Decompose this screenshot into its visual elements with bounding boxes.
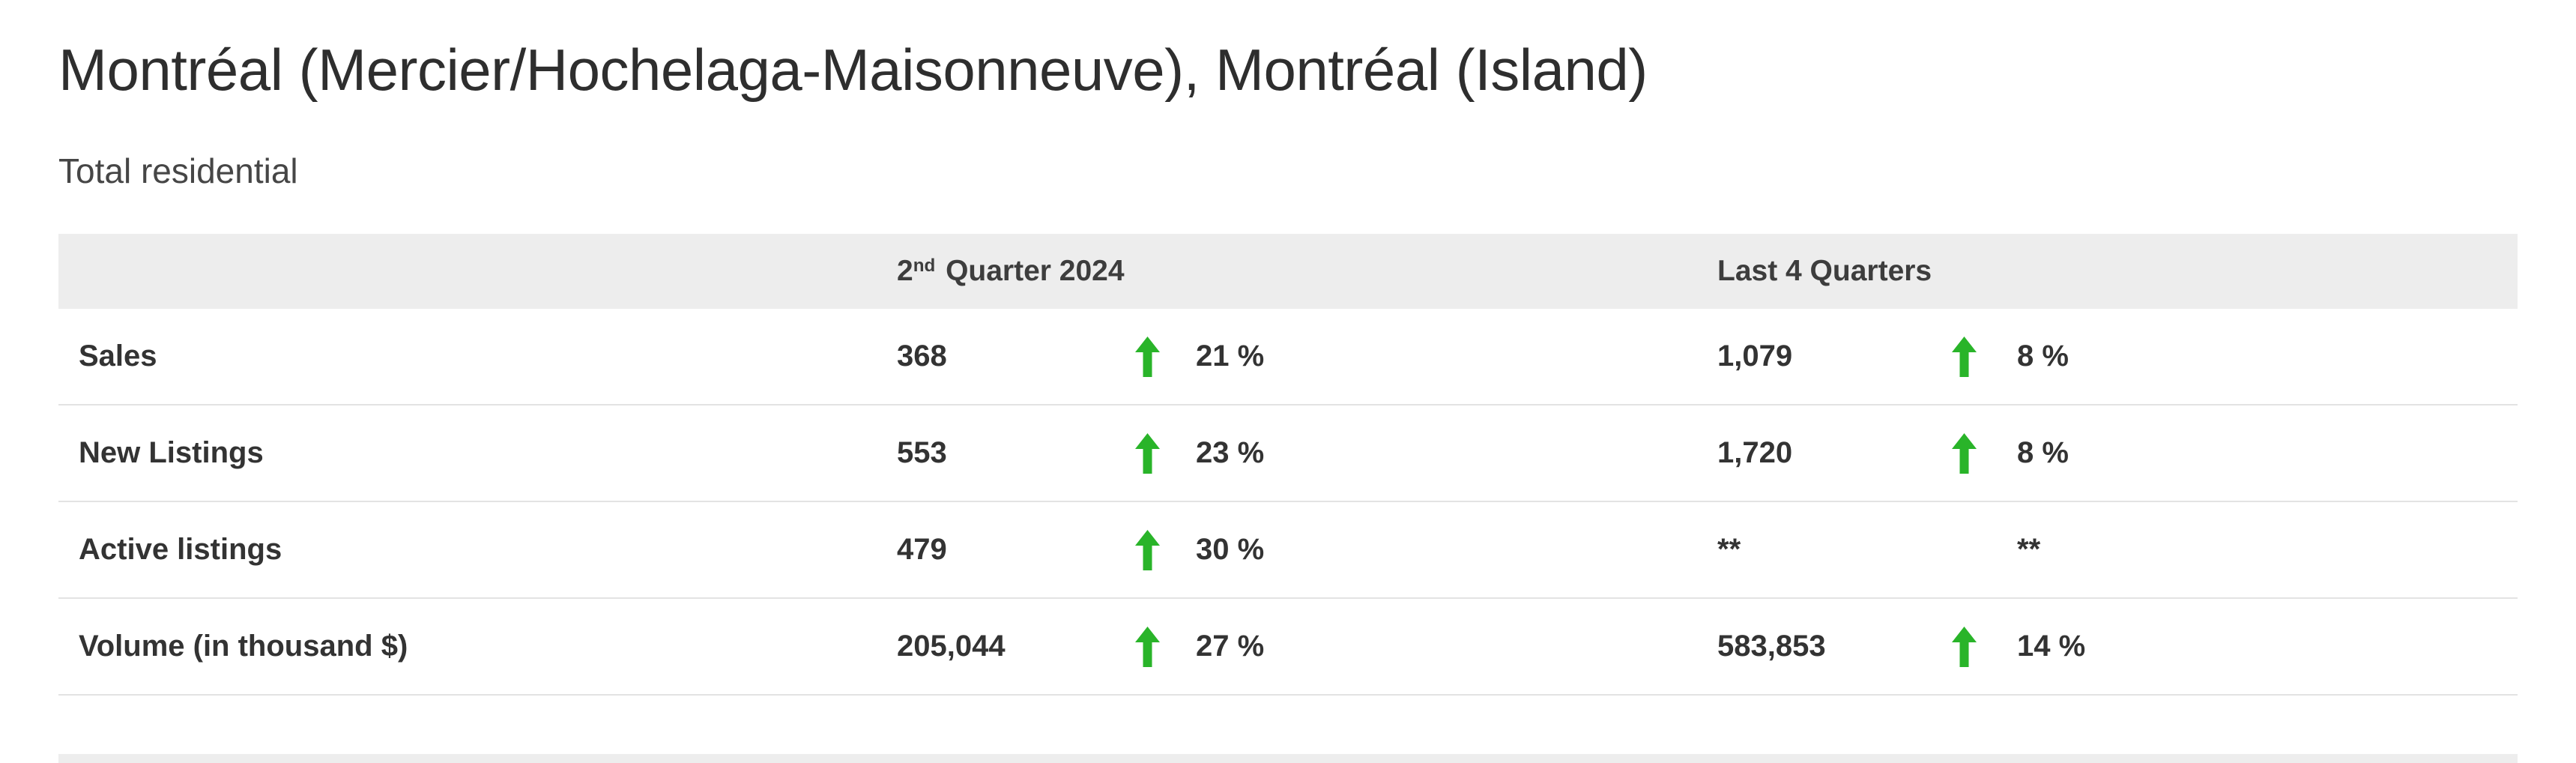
l4-change-pct: 8 % [2017, 340, 2069, 373]
q2-trend-up-icon [1135, 626, 1196, 667]
l4-trend-up-icon [1952, 626, 2017, 667]
q2-change-pct: 23 % [1196, 436, 1265, 469]
q2-change-pct: 30 % [1196, 533, 1265, 566]
header-q2-base: 2 [897, 255, 913, 287]
q2-value: 553 [897, 436, 947, 469]
table-row-sales: Sales 368 21 % 1,079 8 % [58, 309, 2518, 405]
q2-value: 479 [897, 533, 947, 566]
q2-change-pct: 21 % [1196, 340, 1265, 373]
l4-value: 1,720 [1717, 436, 1793, 469]
row-label: Sales [79, 340, 157, 373]
q2-change-pct: 27 % [1196, 630, 1265, 663]
l4-trend-up-icon [1952, 336, 2017, 377]
stats-table: 2nd Quarter 2024 Last 4 Quarters Sales 3… [58, 234, 2518, 696]
l4-change-pct: ** [2017, 533, 2041, 566]
report-page: Montréal (Mercier/Hochelaga-Maisonneuve)… [0, 34, 2576, 696]
page-title: Montréal (Mercier/Hochelaga-Maisonneuve)… [58, 37, 1648, 103]
section-subtitle: Total residential [58, 151, 298, 190]
table-row-active-listings: Active listings 479 30 % ** ** [58, 502, 2518, 599]
row-label: Volume (in thousand $) [79, 630, 408, 663]
l4-value: 583,853 [1717, 630, 1826, 663]
table-row-new-listings: New Listings 553 23 % 1,720 8 % [58, 405, 2518, 502]
row-label: New Listings [79, 436, 264, 469]
q2-trend-up-icon [1135, 432, 1196, 474]
column-header-q2-2024: 2nd Quarter 2024 [897, 255, 1717, 288]
next-table-header-partial [58, 754, 2518, 763]
table-header-row: 2nd Quarter 2024 Last 4 Quarters [58, 234, 2518, 309]
header-q2-rest: Quarter 2024 [937, 255, 1125, 287]
table-row-volume: Volume (in thousand $) 205,044 27 % 583,… [58, 599, 2518, 696]
l4-trend-up-icon [1952, 432, 2017, 474]
q2-trend-up-icon [1135, 336, 1196, 377]
q2-trend-up-icon [1135, 529, 1196, 570]
l4-value: ** [1717, 533, 1741, 566]
q2-value: 205,044 [897, 630, 1006, 663]
header-q2-ordinal: nd [913, 255, 936, 276]
l4-change-pct: 8 % [2017, 436, 2069, 469]
row-label: Active listings [79, 533, 282, 566]
column-header-last-4-quarters: Last 4 Quarters [1717, 255, 1932, 287]
l4-change-pct: 14 % [2017, 630, 2086, 663]
q2-value: 368 [897, 340, 947, 373]
l4-value: 1,079 [1717, 340, 1793, 373]
